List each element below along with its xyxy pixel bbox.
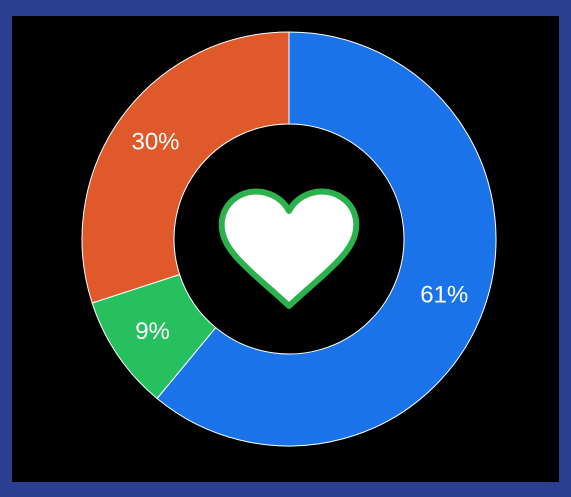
donut-slice-2 [81,31,290,304]
slice-labels: 61% 9% 30% [131,129,468,346]
slice-label-2: 30% [131,129,179,156]
donut-slices [81,31,497,447]
donut-slice-0 [156,31,497,447]
slice-label-0: 61% [420,281,468,308]
heart-icon [218,188,360,309]
slice-label-1: 9% [135,318,170,345]
